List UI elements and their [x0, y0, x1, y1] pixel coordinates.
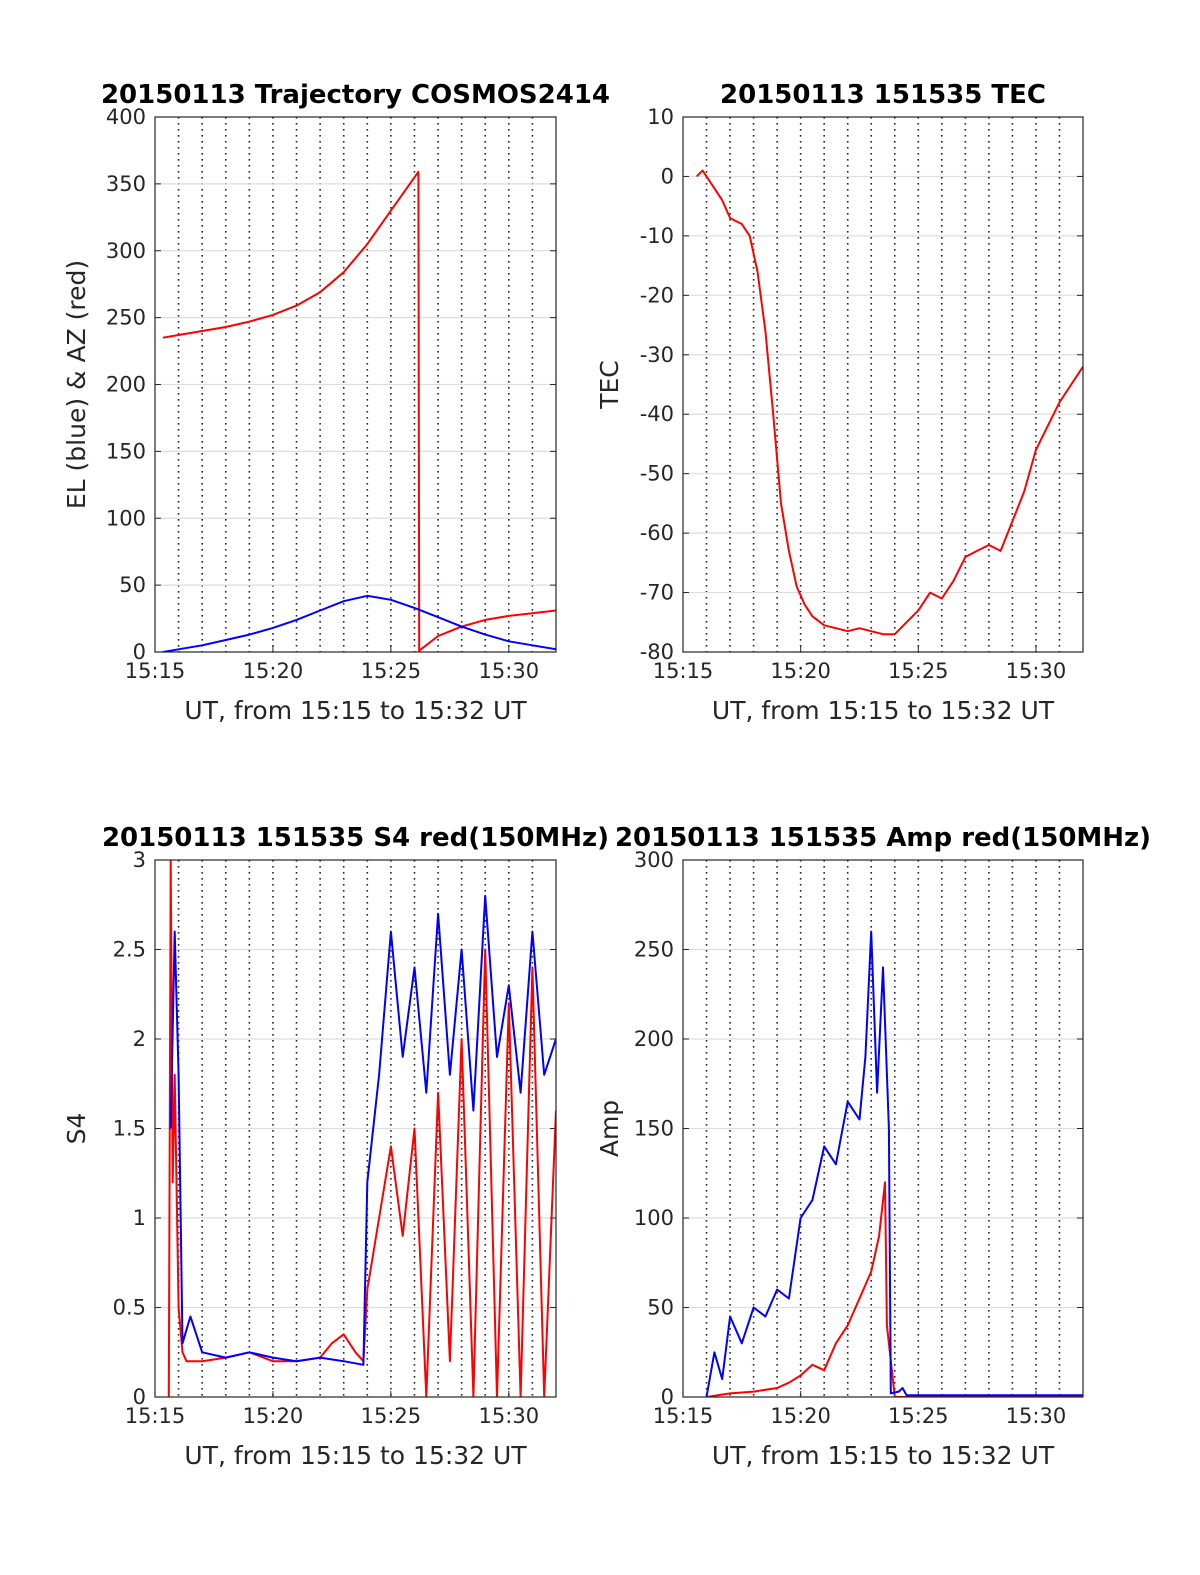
y-axis-label: S4 [62, 1113, 91, 1145]
y-tick-label: 0 [661, 1385, 674, 1409]
y-tick-label: 300 [106, 239, 146, 263]
series-line-1 [167, 860, 556, 1397]
plot-area [683, 117, 1083, 652]
x-tick-label: 15:20 [770, 1404, 831, 1428]
x-tick-label: 15:20 [770, 659, 831, 683]
x-tick-label: 15:20 [243, 659, 304, 683]
chart-panel-1: 0 50 100 150 200 250 300 350 400 15:15 15:20 15:25 1… [62, 80, 610, 725]
y-tick-label: -30 [640, 343, 674, 367]
y-tick-label: 0 [133, 640, 146, 664]
y-axis-label: EL (blue) & AZ (red) [62, 260, 91, 509]
x-tick-label: 15:25 [361, 659, 422, 683]
x-tick-label: 15:15 [125, 659, 186, 683]
chart-title: 20150113 151535 S4 red(150MHz) [102, 823, 609, 853]
axes-box [154, 859, 557, 1398]
y-tick-label: 2 [133, 1027, 146, 1051]
y-tick-label: 350 [106, 172, 146, 196]
x-tick-label: 15:25 [888, 659, 949, 683]
y-tick-label: -40 [640, 402, 674, 426]
chart-panel-4: 0 50 100 150 200 250 300 15:15 15:20 15:25 15:30 20… [595, 823, 1151, 1470]
y-tick-label: 2.5 [113, 938, 146, 962]
x-tick-label: 15:15 [125, 1404, 186, 1428]
y-tick-label: 50 [119, 573, 146, 597]
y-axis-label: Amp [595, 1100, 624, 1157]
series-line-2 [162, 594, 556, 652]
x-axis-label: UT, from 15:15 to 15:32 UT [184, 1441, 527, 1470]
chart-title: 20150113 Trajectory COSMOS2414 [101, 80, 610, 110]
y-tick-label: 0 [133, 1385, 146, 1409]
y-tick-label: 400 [106, 105, 146, 129]
y-tick-label: 200 [634, 1027, 674, 1051]
x-tick-label: 15:15 [653, 1404, 714, 1428]
y-tick-label: 1.5 [113, 1117, 146, 1141]
y-axis-label: TEC [595, 360, 624, 410]
y-tick-label: 250 [634, 938, 674, 962]
x-axis-label: UT, from 15:15 to 15:32 UT [712, 1441, 1055, 1470]
y-tick-label: -20 [640, 283, 674, 307]
y-tick-label: 100 [634, 1206, 674, 1230]
x-tick-label: 15:30 [1006, 1404, 1067, 1428]
y-tick-label: 150 [106, 439, 146, 463]
series-line-1 [695, 169, 1083, 636]
y-tick-label: 250 [106, 306, 146, 330]
x-tick-label: 15:25 [361, 1404, 422, 1428]
x-axis-label: UT, from 15:15 to 15:32 UT [184, 696, 527, 725]
y-tick-label: 0 [661, 164, 674, 188]
y-tick-label: 300 [634, 848, 674, 872]
y-tick-label: -10 [640, 224, 674, 248]
x-tick-label: 15:15 [653, 659, 714, 683]
y-tick-label: 200 [106, 373, 146, 397]
chart-title: 20150113 151535 Amp red(150MHz) [615, 823, 1151, 853]
axes-box [154, 116, 557, 653]
chart-panel-2: -80 -70 -60 -50 -40 -30 -20 -10 0 10 15:15 15:20 15:… [595, 80, 1084, 725]
chart-title: 20150113 151535 TEC [720, 80, 1046, 110]
y-tick-label: 150 [634, 1117, 674, 1141]
axes-box [682, 859, 1084, 1398]
x-tick-label: 15:20 [243, 1404, 304, 1428]
y-tick-label: 0.5 [113, 1296, 146, 1320]
y-tick-label: 50 [647, 1296, 674, 1320]
x-tick-label: 15:30 [479, 659, 540, 683]
y-tick-label: -60 [640, 521, 674, 545]
y-tick-label: -70 [640, 581, 674, 605]
y-tick-label: -80 [640, 640, 674, 664]
y-tick-label: 1 [133, 1206, 146, 1230]
y-tick-label: 10 [647, 105, 674, 129]
axes-box [682, 116, 1084, 653]
chart-panel-3: 0 0.5 1 1.5 2 2.5 3 15:15 15:20 15:25 15:30 2015011… [62, 823, 609, 1470]
series-line-1 [706, 1181, 1083, 1397]
x-tick-label: 15:30 [1006, 659, 1067, 683]
y-tick-label: -50 [640, 462, 674, 486]
series-line-2 [169, 894, 556, 1366]
x-tick-label: 15:25 [888, 1404, 949, 1428]
y-tick-label: 100 [106, 506, 146, 530]
y-tick-label: 3 [133, 848, 146, 872]
series-line-2 [705, 930, 1083, 1397]
x-axis-label: UT, from 15:15 to 15:32 UT [712, 696, 1055, 725]
series-line-1 [162, 170, 556, 652]
x-tick-label: 15:30 [479, 1404, 540, 1428]
